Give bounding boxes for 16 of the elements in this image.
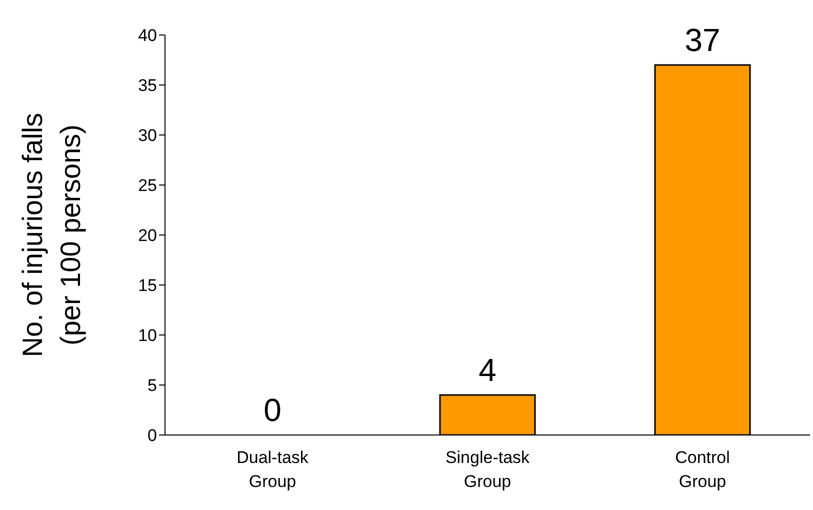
x-tick-label: Control Group: [675, 448, 730, 491]
y-tick-label: 15: [138, 276, 157, 296]
data-label: 4: [478, 352, 496, 388]
y-tick-label: 35: [138, 76, 157, 96]
y-tick-label: 25: [138, 176, 157, 196]
y-tick-label: 10: [138, 326, 157, 346]
x-tick-label: Dual-task Group: [236, 448, 309, 491]
y-tick-label: 30: [138, 126, 157, 146]
y-axis-title: No. of injurious falls (per 100 persons): [17, 112, 86, 358]
y-tick-label: 0: [148, 426, 157, 446]
y-tick-label: 40: [138, 26, 157, 46]
data-label: 0: [264, 392, 282, 428]
x-tick-label: Single-task Group: [445, 448, 530, 491]
data-label: 37: [684, 22, 720, 58]
y-tick-label: 20: [138, 226, 157, 246]
y-tick-label: 5: [148, 376, 157, 396]
